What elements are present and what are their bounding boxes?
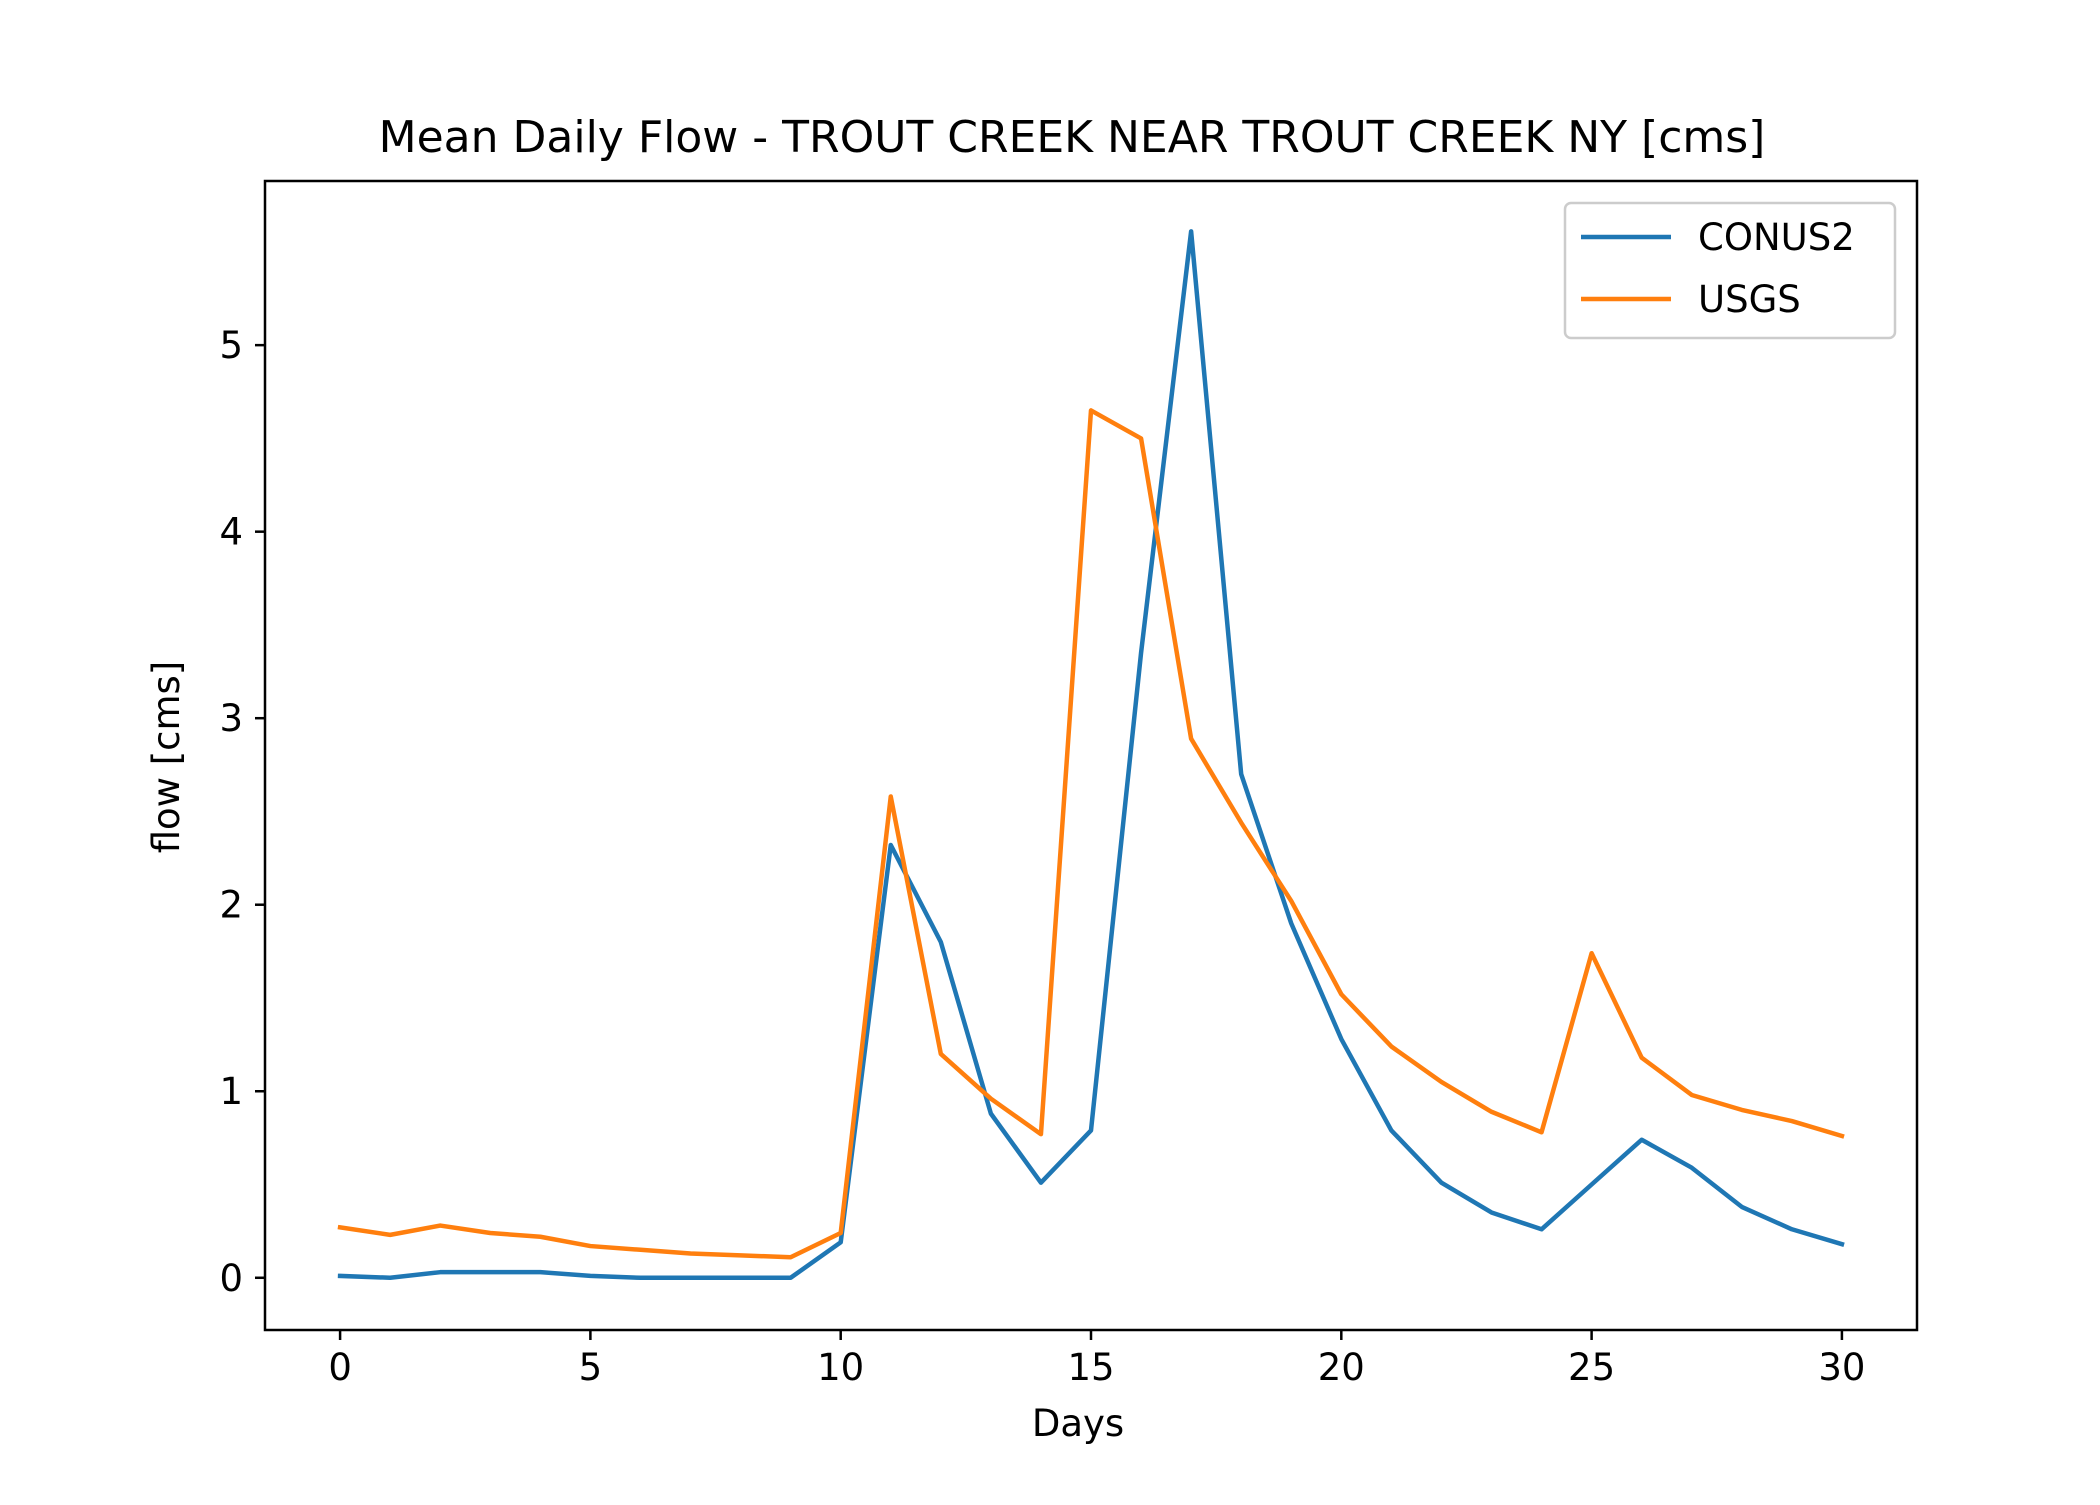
x-tick-label: 25 [1568, 1346, 1615, 1389]
y-tick-label: 5 [219, 324, 243, 367]
x-tick-label: 15 [1067, 1346, 1114, 1389]
series-line-conus2 [337, 229, 1845, 1281]
y-axis-label: flow [cms] [145, 661, 188, 854]
y-tick-label: 0 [219, 1257, 243, 1300]
chart-title: Mean Daily Flow - TROUT CREEK NEAR TROUT… [379, 112, 1766, 163]
x-tick-label: 10 [817, 1346, 864, 1389]
x-tick-label: 30 [1818, 1346, 1865, 1389]
series-line-usgs [337, 408, 1845, 1260]
y-tick-label: 3 [219, 697, 243, 740]
plot-area: 0 5 10 15 20 25 30 0 1 2 3 4 5 [219, 179, 1919, 1389]
x-axis-label: Days [1032, 1402, 1124, 1445]
legend-label-conus2: CONUS2 [1698, 216, 1855, 259]
legend-label-usgs: USGS [1698, 278, 1801, 321]
y-tick-label: 1 [219, 1070, 243, 1113]
legend: CONUS2 USGS [1563, 201, 1897, 340]
x-tick-label: 0 [328, 1346, 352, 1389]
x-tick-label: 20 [1318, 1346, 1365, 1389]
x-tick-label: 5 [579, 1346, 603, 1389]
y-tick-label: 2 [219, 884, 243, 927]
y-tick-label: 4 [219, 511, 243, 554]
